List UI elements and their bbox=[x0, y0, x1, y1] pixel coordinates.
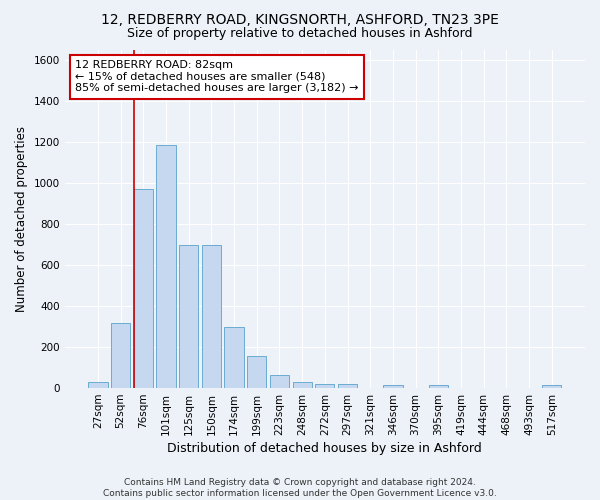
Text: Contains HM Land Registry data © Crown copyright and database right 2024.
Contai: Contains HM Land Registry data © Crown c… bbox=[103, 478, 497, 498]
Bar bbox=[383, 385, 403, 388]
Bar bbox=[247, 356, 266, 388]
Bar bbox=[315, 384, 334, 388]
Bar bbox=[179, 244, 199, 388]
Bar bbox=[293, 382, 312, 388]
Bar bbox=[338, 384, 357, 388]
Bar bbox=[111, 322, 130, 388]
Y-axis label: Number of detached properties: Number of detached properties bbox=[15, 126, 28, 312]
Bar bbox=[157, 146, 176, 388]
Bar bbox=[270, 375, 289, 388]
X-axis label: Distribution of detached houses by size in Ashford: Distribution of detached houses by size … bbox=[167, 442, 482, 455]
Text: 12, REDBERRY ROAD, KINGSNORTH, ASHFORD, TN23 3PE: 12, REDBERRY ROAD, KINGSNORTH, ASHFORD, … bbox=[101, 12, 499, 26]
Bar bbox=[134, 190, 153, 388]
Bar bbox=[202, 244, 221, 388]
Bar bbox=[542, 385, 562, 388]
Bar bbox=[224, 326, 244, 388]
Text: 12 REDBERRY ROAD: 82sqm
← 15% of detached houses are smaller (548)
85% of semi-d: 12 REDBERRY ROAD: 82sqm ← 15% of detache… bbox=[75, 60, 359, 94]
Text: Size of property relative to detached houses in Ashford: Size of property relative to detached ho… bbox=[127, 28, 473, 40]
Bar bbox=[428, 385, 448, 388]
Bar bbox=[88, 382, 107, 388]
